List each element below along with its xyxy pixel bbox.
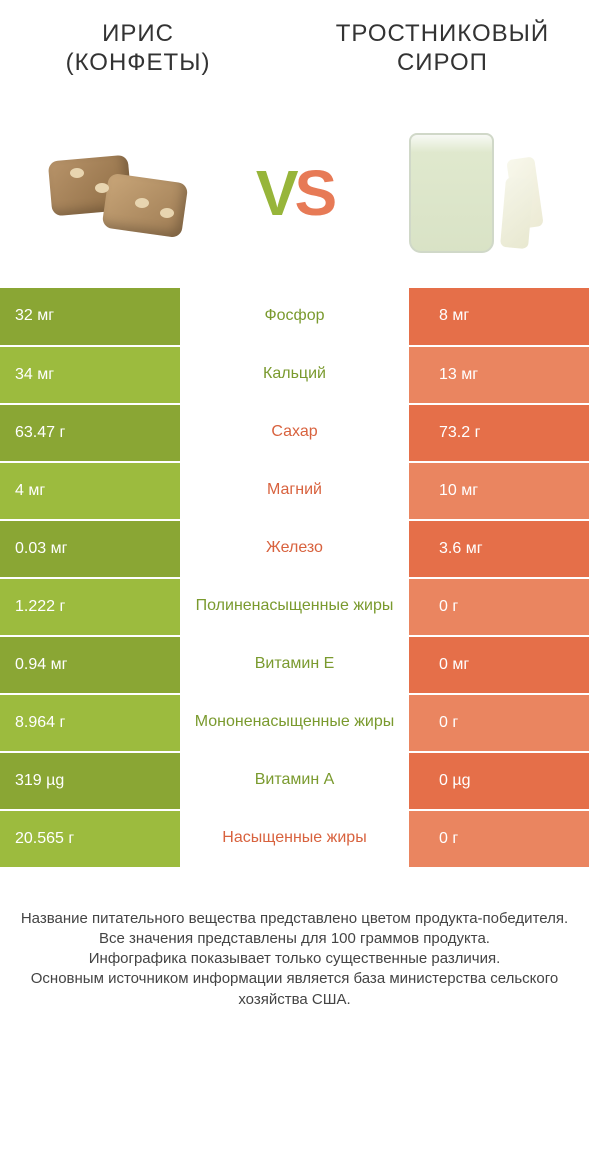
food-image-right: [379, 123, 559, 263]
value-right: 0 µg: [409, 752, 589, 810]
value-left: 1.222 г: [0, 578, 180, 636]
footer-line: Все значения представлены для 100 граммо…: [20, 929, 569, 949]
value-left: 319 µg: [0, 752, 180, 810]
nutrient-label: Сахар: [180, 404, 409, 462]
footer-notes: Название питательного вещества представл…: [0, 869, 589, 1030]
value-right: 0 г: [409, 810, 589, 868]
value-left: 0.94 мг: [0, 636, 180, 694]
nutrient-label: Фосфор: [180, 288, 409, 346]
value-left: 34 мг: [0, 346, 180, 404]
table-row: 4 мгМагний10 мг: [0, 462, 589, 520]
nutrient-label: Витамин A: [180, 752, 409, 810]
table-row: 32 мгФосфор8 мг: [0, 288, 589, 346]
value-left: 4 мг: [0, 462, 180, 520]
table-row: 34 мгКальций13 мг: [0, 346, 589, 404]
value-right: 10 мг: [409, 462, 589, 520]
value-right: 13 мг: [409, 346, 589, 404]
nutrient-label: Магний: [180, 462, 409, 520]
title-right: ТРОСТНИКОВЫЙСИРОП: [306, 20, 579, 78]
value-left: 0.03 мг: [0, 520, 180, 578]
comparison-table: 32 мгФосфор8 мг34 мгКальций13 мг63.47 гС…: [0, 288, 589, 869]
candy-icon: [50, 148, 190, 238]
footer-line: Основным источником информации является …: [20, 969, 569, 1010]
table-row: 319 µgВитамин A0 µg: [0, 752, 589, 810]
footer-line: Инфографика показывает только существенн…: [20, 949, 569, 969]
food-image-left: [30, 123, 210, 263]
table-row: 8.964 гМононенасыщенные жиры0 г: [0, 694, 589, 752]
value-left: 63.47 г: [0, 404, 180, 462]
title-left: ИРИС(КОНФЕТЫ): [10, 20, 266, 78]
table-row: 1.222 гПолиненасыщенные жиры0 г: [0, 578, 589, 636]
vs-label: VS: [256, 156, 333, 230]
value-right: 73.2 г: [409, 404, 589, 462]
nutrient-label: Полиненасыщенные жиры: [180, 578, 409, 636]
vs-v: V: [256, 157, 295, 229]
nutrient-label: Витамин E: [180, 636, 409, 694]
nutrient-label: Мононенасыщенные жиры: [180, 694, 409, 752]
value-right: 8 мг: [409, 288, 589, 346]
table-row: 0.03 мгЖелезо3.6 мг: [0, 520, 589, 578]
glass-icon: [399, 123, 539, 263]
vs-s: S: [295, 157, 334, 229]
value-right: 3.6 мг: [409, 520, 589, 578]
value-left: 32 мг: [0, 288, 180, 346]
table-row: 0.94 мгВитамин E0 мг: [0, 636, 589, 694]
value-right: 0 г: [409, 578, 589, 636]
value-right: 0 г: [409, 694, 589, 752]
value-left: 20.565 г: [0, 810, 180, 868]
comparison-infographic: ИРИС(КОНФЕТЫ) ТРОСТНИКОВЫЙСИРОП VS 32: [0, 0, 589, 1030]
nutrient-label: Кальций: [180, 346, 409, 404]
nutrient-label: Железо: [180, 520, 409, 578]
value-right: 0 мг: [409, 636, 589, 694]
table-row: 63.47 гСахар73.2 г: [0, 404, 589, 462]
footer-line: Название питательного вещества представл…: [20, 909, 569, 929]
titles-row: ИРИС(КОНФЕТЫ) ТРОСТНИКОВЫЙСИРОП: [0, 0, 589, 88]
table-row: 20.565 гНасыщенные жиры0 г: [0, 810, 589, 868]
value-left: 8.964 г: [0, 694, 180, 752]
nutrient-label: Насыщенные жиры: [180, 810, 409, 868]
images-row: VS: [0, 88, 589, 288]
